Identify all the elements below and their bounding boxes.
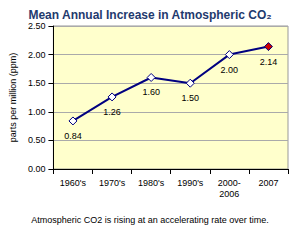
svg-text:2000-: 2000-: [218, 178, 241, 188]
svg-text:1980's: 1980's: [138, 178, 165, 188]
svg-text:1.00: 1.00: [28, 107, 46, 117]
svg-text:parts per million (ppm): parts per million (ppm): [8, 53, 18, 143]
svg-text:1960's: 1960's: [60, 178, 87, 188]
svg-text:1990's: 1990's: [177, 178, 204, 188]
svg-text:1.50: 1.50: [28, 78, 46, 88]
svg-text:2.00: 2.00: [221, 65, 239, 75]
svg-text:2.14: 2.14: [260, 57, 278, 67]
svg-text:2007: 2007: [258, 178, 278, 188]
svg-text:2.00: 2.00: [28, 50, 46, 60]
svg-text:2006: 2006: [219, 189, 239, 199]
svg-text:0.50: 0.50: [28, 135, 46, 145]
svg-text:0.84: 0.84: [64, 131, 82, 141]
svg-text:1.50: 1.50: [181, 93, 199, 103]
svg-text:1970's: 1970's: [99, 178, 126, 188]
svg-text:1.60: 1.60: [142, 87, 160, 97]
svg-text:0.00: 0.00: [28, 164, 46, 174]
svg-text:1.26: 1.26: [103, 107, 121, 117]
svg-text:2.50: 2.50: [28, 21, 46, 31]
svg-text:Mean Annual Increase in Atmosp: Mean Annual Increase in Atmospheric CO₂: [28, 8, 271, 22]
svg-text:Atmospheric CO2 is rising at a: Atmospheric CO2 is rising at an accelera…: [31, 215, 269, 225]
